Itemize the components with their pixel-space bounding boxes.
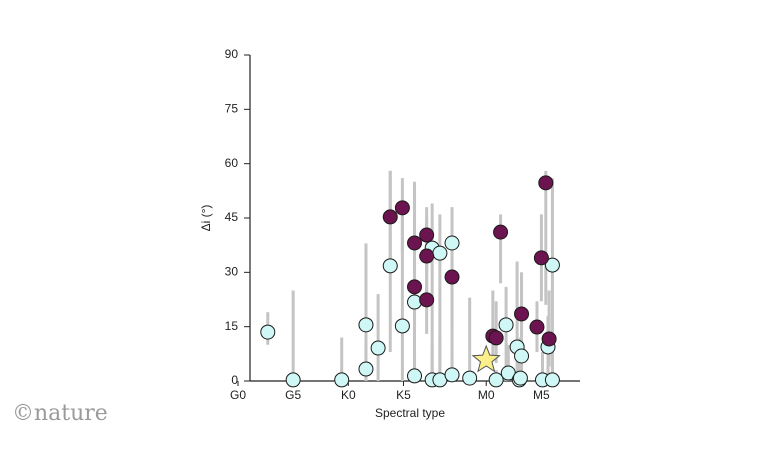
- point: [407, 279, 423, 295]
- point: [488, 330, 504, 346]
- point: [419, 292, 435, 308]
- y-tick-label: 60: [225, 156, 239, 170]
- y-tick-label: 90: [225, 47, 239, 61]
- point: [358, 361, 374, 377]
- point: [394, 200, 410, 216]
- point: [407, 294, 423, 310]
- point: [334, 372, 350, 388]
- point: [541, 331, 557, 347]
- point: [382, 209, 398, 225]
- point: [493, 224, 509, 240]
- point: [512, 370, 528, 386]
- y-tick-label: 30: [225, 265, 239, 279]
- x-tick-label: G5: [285, 388, 301, 402]
- y-tick-label: 15: [225, 319, 239, 333]
- point: [432, 245, 448, 261]
- x-tick-label: K0: [341, 388, 356, 402]
- point: [538, 175, 554, 191]
- point: [407, 368, 423, 384]
- point: [260, 324, 276, 340]
- point: [382, 258, 398, 274]
- point: [544, 372, 560, 388]
- point: [488, 372, 504, 388]
- point: [544, 257, 560, 273]
- highlight-star: [471, 344, 501, 373]
- x-tick-label: K5: [396, 388, 411, 402]
- y-axis-label: Δi (°): [199, 205, 213, 232]
- point: [407, 235, 423, 251]
- x-tick-label: M5: [533, 388, 550, 402]
- x-axis-label: Spectral type: [375, 406, 445, 420]
- x-tick-label: G0: [230, 388, 246, 402]
- y-tick-label: 75: [225, 102, 239, 116]
- point: [529, 319, 545, 335]
- point: [285, 372, 301, 388]
- point: [394, 318, 410, 334]
- point: [419, 248, 435, 264]
- point: [444, 367, 460, 383]
- y-tick-label: 0: [231, 373, 238, 387]
- point: [462, 370, 478, 386]
- point: [533, 250, 549, 266]
- watermark: ©nature: [12, 401, 108, 426]
- point: [358, 317, 374, 333]
- y-tick-label: 45: [225, 210, 239, 224]
- point: [514, 306, 530, 322]
- point: [498, 317, 514, 333]
- x-tick-label: M0: [478, 388, 495, 402]
- point: [370, 340, 386, 356]
- point: [444, 269, 460, 285]
- point: [514, 348, 530, 364]
- point: [419, 227, 435, 243]
- point: [444, 235, 460, 251]
